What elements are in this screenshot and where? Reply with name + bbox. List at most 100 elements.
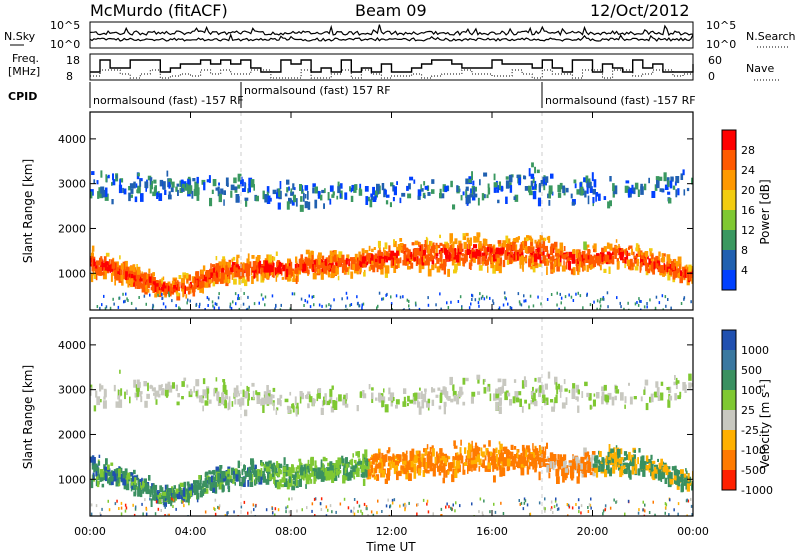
heatmap-cell (253, 302, 256, 306)
heatmap-cell (656, 180, 660, 189)
heatmap-cell (676, 483, 680, 490)
heatmap-cell (370, 464, 373, 473)
heatmap-cell (150, 273, 154, 281)
heatmap-cell (104, 472, 108, 482)
heatmap-cell (413, 248, 418, 258)
colorbar-tick-label: 24 (741, 164, 755, 177)
heatmap-cell (498, 257, 502, 266)
heatmap-cell (97, 467, 100, 474)
heatmap-cell (306, 465, 309, 473)
heatmap-cell (352, 259, 356, 266)
heatmap-cell (374, 468, 378, 474)
heatmap-cell (606, 459, 611, 464)
heatmap-cell (533, 452, 536, 458)
heatmap-cell (479, 497, 482, 501)
heatmap-cell (603, 268, 607, 273)
heatmap-cell (539, 385, 542, 393)
heatmap-cell (284, 266, 289, 271)
heatmap-cell (687, 473, 690, 482)
heatmap-cell (564, 388, 568, 392)
heatmap-cell (356, 268, 359, 275)
heatmap-cell (450, 257, 454, 262)
heatmap-cell (243, 500, 246, 504)
heatmap-cell (265, 466, 270, 472)
heatmap-cell (584, 190, 587, 198)
heatmap-cell (150, 286, 153, 291)
heatmap-cell (329, 308, 332, 310)
heatmap-cell (396, 464, 399, 471)
heatmap-cell (664, 264, 668, 273)
heatmap-cell (542, 176, 546, 180)
heatmap-cell (188, 486, 192, 491)
heatmap-cell (410, 459, 414, 468)
heatmap-cell (689, 382, 693, 387)
heatmap-cell (151, 277, 156, 282)
heatmap-cell (541, 446, 544, 456)
heatmap-cell (383, 388, 385, 393)
heatmap-cell (538, 184, 541, 193)
heatmap-cell (218, 506, 220, 510)
heatmap-cell (456, 185, 459, 193)
heatmap-cell (586, 264, 589, 272)
power-heatmap (90, 162, 693, 310)
heatmap-cell (145, 512, 148, 516)
heatmap-cell (404, 506, 406, 510)
heatmap-cell (666, 466, 671, 470)
heatmap-cell (614, 254, 617, 259)
heatmap-cell (559, 255, 562, 263)
heatmap-cell (346, 254, 350, 261)
heatmap-cell (152, 303, 154, 307)
y-tick-label: 2000 (58, 428, 86, 441)
heatmap-cell (648, 177, 650, 184)
heatmap-cell (149, 497, 151, 501)
heatmap-cell (482, 379, 485, 385)
heatmap-cell (482, 258, 484, 266)
heatmap-cell (353, 498, 356, 501)
heatmap-cell (167, 281, 171, 287)
heatmap-cell (151, 483, 155, 489)
heatmap-cell (106, 266, 111, 272)
heatmap-cell (198, 276, 202, 280)
heatmap-cell (436, 266, 441, 273)
heatmap-cell (162, 181, 166, 190)
heatmap-cell (223, 190, 226, 195)
heatmap-cell (487, 266, 489, 273)
velocity-ylabel: Slant Range [km] (21, 365, 35, 469)
heatmap-cell (356, 470, 360, 477)
heatmap-cell (376, 306, 378, 310)
heatmap-cell (154, 492, 158, 501)
heatmap-cell (189, 299, 191, 303)
heatmap-cell (157, 293, 159, 297)
heatmap-cell (479, 292, 481, 296)
heatmap-cell (580, 511, 582, 515)
heatmap-cell (284, 472, 287, 477)
heatmap-cell (622, 462, 626, 467)
heatmap-cell (686, 483, 690, 492)
heatmap-cell (584, 254, 588, 261)
heatmap-cell (173, 485, 176, 489)
heatmap-cell (555, 394, 558, 404)
heatmap-cell (509, 185, 513, 193)
heatmap-cell (557, 258, 562, 267)
heatmap-cell (568, 462, 572, 467)
heatmap-cell (177, 393, 180, 398)
heatmap-cell (152, 191, 156, 197)
heatmap-cell (679, 391, 682, 398)
heatmap-cell (221, 472, 226, 479)
heatmap-cell (180, 280, 184, 285)
heatmap-cell (650, 263, 654, 272)
heatmap-cell (586, 460, 590, 465)
heatmap-cell (659, 188, 664, 192)
heatmap-cell (674, 258, 676, 264)
heatmap-cell (362, 263, 367, 268)
heatmap-cell (177, 189, 179, 196)
heatmap-cell (532, 177, 535, 184)
heatmap-cell (295, 467, 298, 473)
heatmap-cell (288, 510, 291, 514)
heatmap-cell (607, 305, 609, 309)
heatmap-cell (555, 253, 559, 257)
heatmap-cell (661, 474, 664, 480)
heatmap-cell (495, 401, 499, 411)
heatmap-cell (487, 450, 489, 454)
